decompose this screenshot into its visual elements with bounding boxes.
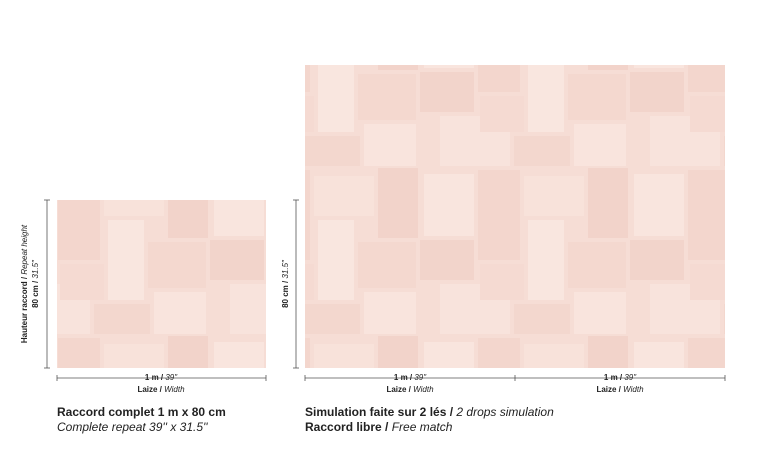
- height-value: 80 cm / 31.5": [31, 259, 40, 308]
- text-part: Repeat height: [20, 224, 29, 275]
- text-part: Laize /: [137, 385, 162, 394]
- text-part: Free match: [392, 420, 453, 434]
- text-part: Laize /: [596, 385, 621, 394]
- caption: Raccord libre / Free match: [305, 420, 453, 434]
- caption: Complete repeat 39'' x 31.5'': [57, 420, 208, 434]
- height-label: Hauteur raccord / Repeat height: [20, 224, 29, 343]
- width-value: 1 m / 39": [394, 373, 427, 382]
- swatch-simulation: [305, 65, 725, 368]
- text-part: Hauteur raccord /: [20, 276, 29, 343]
- text-part: 39": [624, 373, 637, 382]
- measure-lines: [44, 199, 726, 381]
- text-part: Width: [623, 385, 644, 394]
- width-value: 1 m / 39": [145, 373, 178, 382]
- text-part: 80 cm /: [281, 280, 290, 308]
- text-part: 39": [414, 373, 427, 382]
- swatch-repeat: [57, 200, 266, 368]
- text-part: 31.5": [281, 259, 290, 279]
- width-value: 1 m / 39": [604, 373, 637, 382]
- text-part: Raccord complet 1 m x 80 cm: [57, 405, 226, 419]
- caption: Raccord complet 1 m x 80 cm: [57, 405, 226, 419]
- text-part: Simulation faite sur 2 lés /: [305, 405, 454, 419]
- height-value: 80 cm / 31.5": [281, 259, 290, 308]
- text-part: Complete repeat 39'' x 31.5'': [57, 420, 208, 434]
- text-part: Width: [413, 385, 434, 394]
- text-part: 31.5": [31, 259, 40, 279]
- text-part: Width: [164, 385, 185, 394]
- text-part: Laize /: [386, 385, 411, 394]
- text-part: 1 m /: [145, 373, 164, 382]
- width-label: Laize / Width: [137, 385, 185, 394]
- text-part: 1 m /: [604, 373, 623, 382]
- text-part: 39": [165, 373, 178, 382]
- text-part: 1 m /: [394, 373, 413, 382]
- caption: Simulation faite sur 2 lés / 2 drops sim…: [305, 405, 554, 419]
- width-label: Laize / Width: [386, 385, 434, 394]
- text-part: 2 drops simulation: [455, 405, 554, 419]
- text-part: 80 cm /: [31, 280, 40, 308]
- width-label: Laize / Width: [596, 385, 644, 394]
- text-part: Raccord libre /: [305, 420, 389, 434]
